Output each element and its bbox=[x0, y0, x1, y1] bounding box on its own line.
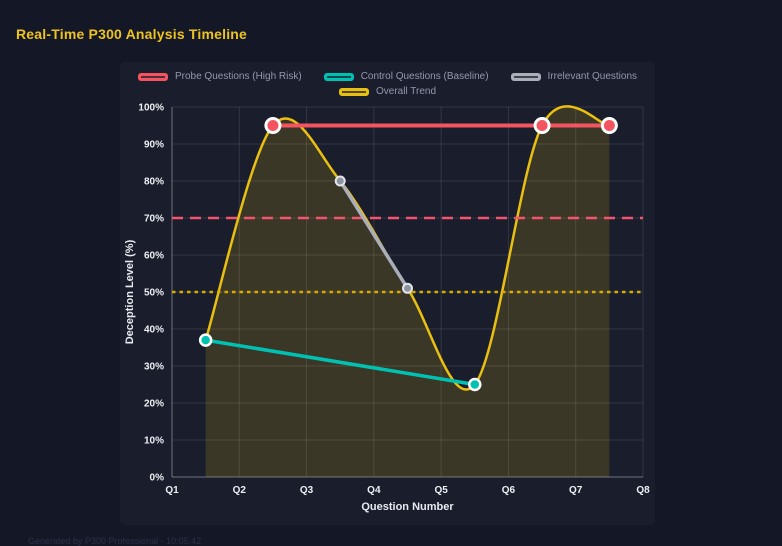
legend-swatch-irrelevant-questions bbox=[510, 72, 541, 81]
footer-note: Generated by P300 Professional - 10:05:4… bbox=[28, 536, 202, 546]
legend-item-irrelevant-questions[interactable]: Irrelevant Questions bbox=[510, 71, 638, 82]
x-tick-label: Q4 bbox=[367, 485, 381, 496]
legend-row: Overall Trend bbox=[338, 86, 437, 97]
x-tick-label: Q2 bbox=[233, 485, 247, 496]
timeline-chart: 0% 10% 20% 30% 40% 50% 60% 70% 80% 90% 100% Q1 Q2 Q3 Q… bbox=[124, 103, 650, 514]
legend-swatch-probe-questions bbox=[137, 72, 168, 81]
x-tick-label: Q3 bbox=[300, 485, 314, 496]
legend-label: Control Questions (Baseline) bbox=[360, 71, 489, 82]
legend-swatch-control-questions bbox=[323, 72, 354, 81]
probe-questions-point bbox=[264, 117, 282, 134]
legend-swatch-overall-trend bbox=[338, 87, 369, 96]
legend-item-probe-questions[interactable]: Probe Questions (High Risk) bbox=[137, 71, 302, 82]
legend-item-control-questions[interactable]: Control Questions (Baseline) bbox=[323, 71, 489, 82]
probe-questions-point bbox=[600, 117, 618, 134]
y-tick-label: 100% bbox=[138, 103, 164, 114]
y-tick-label: 0% bbox=[150, 473, 165, 484]
legend-label: Probe Questions (High Risk) bbox=[174, 71, 302, 82]
y-tick-label: 30% bbox=[144, 362, 164, 373]
legend-item-overall-trend[interactable]: Overall Trend bbox=[338, 86, 437, 97]
y-axis-title: Deception Level (%) bbox=[124, 239, 136, 344]
page-title: Real-Time P300 Analysis Timeline bbox=[16, 26, 248, 42]
y-tick-label: 10% bbox=[144, 436, 164, 447]
x-tick-label: Q6 bbox=[502, 485, 516, 496]
y-tick-label: 20% bbox=[144, 399, 164, 410]
legend-label: Overall Trend bbox=[375, 86, 437, 97]
probe-questions-point bbox=[533, 117, 551, 134]
irrelevant-questions-point bbox=[402, 282, 413, 294]
y-tick-label: 80% bbox=[144, 177, 164, 188]
chart-legend: Probe Questions (High Risk) Control Quest… bbox=[120, 71, 655, 97]
control-questions-line bbox=[203, 338, 477, 387]
y-tick-label: 70% bbox=[144, 214, 164, 225]
y-tick-label: 50% bbox=[144, 288, 164, 299]
chart-panel: Probe Questions (High Risk) Control Quest… bbox=[120, 62, 655, 525]
x-axis-title: Question Number bbox=[361, 501, 454, 513]
y-tick-label: 40% bbox=[144, 325, 164, 336]
irrelevant-questions-point bbox=[334, 175, 346, 187]
x-tick-label: Q5 bbox=[434, 485, 448, 496]
x-tick-label: Q8 bbox=[636, 485, 650, 496]
legend-label: Irrelevant Questions bbox=[547, 71, 638, 82]
control-questions-point bbox=[468, 377, 482, 392]
irrelevant-questions-line bbox=[338, 179, 410, 291]
x-tick-label: Q7 bbox=[569, 485, 583, 496]
y-tick-label: 60% bbox=[144, 251, 164, 262]
control-questions-point bbox=[198, 333, 213, 347]
y-tick-label: 90% bbox=[144, 140, 164, 151]
legend-row: Probe Questions (High Risk) Control Quest… bbox=[137, 71, 638, 82]
x-tick-label: Q1 bbox=[165, 485, 179, 496]
